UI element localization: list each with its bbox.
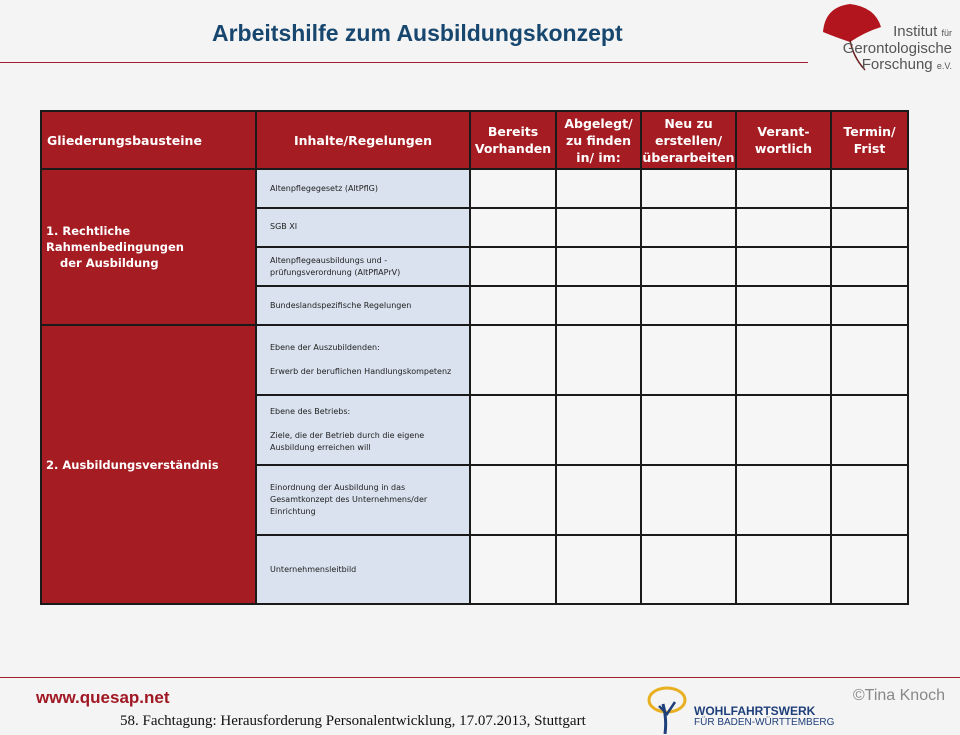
input-cell[interactable] [735, 394, 832, 466]
input-cell[interactable] [640, 246, 737, 287]
input-cell[interactable] [555, 207, 642, 248]
concept-table: Gliederungsbausteine Inhalte/Regelungen … [40, 110, 909, 605]
input-cell[interactable] [830, 534, 909, 605]
input-cell[interactable] [640, 324, 737, 396]
input-cell[interactable] [469, 324, 557, 396]
input-cell[interactable] [469, 246, 557, 287]
content-line: Erwerb der beruflichen Handlungskompeten… [270, 367, 452, 376]
logo-text-gerontologische: Gerontologische [842, 40, 952, 57]
content-cell: SGB XI [255, 207, 471, 248]
input-cell[interactable] [735, 534, 832, 605]
logo-text-institut: Institut [893, 23, 938, 40]
table-row: SGB XI [41, 207, 909, 248]
content-cell: Bundeslandspezifische Regelungen [255, 285, 471, 326]
input-cell[interactable] [830, 246, 909, 287]
input-cell[interactable] [469, 534, 557, 605]
input-cell[interactable] [735, 246, 832, 287]
column-header: Verant-wortlich [735, 110, 832, 170]
input-cell[interactable] [469, 168, 557, 209]
sponsor-line: WOHLFAHRTSWERK [694, 704, 816, 718]
input-cell[interactable] [469, 285, 557, 326]
input-cell[interactable] [469, 207, 557, 248]
input-cell[interactable] [555, 394, 642, 466]
input-cell[interactable] [830, 464, 909, 536]
title-divider [0, 62, 808, 63]
section-label: 1. Rechtliche Rahmenbedingungen der Ausb… [40, 168, 257, 326]
column-header: Termin/ Frist [830, 110, 909, 170]
table-row: Altenpflegeausbildungs und - prüfungsver… [41, 246, 909, 287]
input-cell[interactable] [555, 285, 642, 326]
input-cell[interactable] [830, 168, 909, 209]
content-cell: Einordnung der Ausbildung in das Gesamtk… [255, 464, 471, 536]
input-cell[interactable] [469, 464, 557, 536]
logo-text-ev: e.V. [936, 61, 952, 71]
logo-text-forschung: Forschung [861, 56, 933, 73]
input-cell[interactable] [640, 285, 737, 326]
wohlfahrtswerk-logo-icon [647, 686, 687, 734]
table-row: 1. Rechtliche Rahmenbedingungen der Ausb… [40, 168, 909, 326]
content-line: prüfungsverordnung (AltPflAPrV) [270, 267, 401, 277]
input-cell[interactable] [555, 464, 642, 536]
table-row: Einordnung der Ausbildung in das Gesamtk… [41, 464, 909, 536]
table-row: Bundeslandspezifische Regelungen [41, 285, 909, 326]
input-cell[interactable] [469, 394, 557, 466]
input-cell[interactable] [555, 324, 642, 396]
column-header: Neu zu erstellen/ überarbeiten [640, 110, 737, 170]
column-header: Inhalte/Regelungen [255, 110, 471, 170]
content-line: Altenpflegeausbildungs und - [270, 255, 388, 265]
column-header: Gliederungsbausteine [40, 110, 257, 170]
content-cell: Ebene des Betriebs: Ziele, die der Betri… [255, 394, 471, 466]
footer-divider [0, 677, 960, 678]
input-cell[interactable] [735, 285, 832, 326]
sponsor-name: WOHLFAHRTSWERK FÜR BADEN-WÜRTTEMBERG [694, 705, 834, 729]
content-line: Ebene der Auszubildenden: [270, 343, 380, 352]
input-cell[interactable] [735, 168, 832, 209]
sponsor-line: FÜR BADEN-WÜRTTEMBERG [694, 717, 835, 728]
institute-logo: Institut für Gerontologische Forschung e… [815, 2, 960, 73]
table-row: 2. Ausbildungsverständnis Ebene der Ausz… [40, 324, 909, 605]
input-cell[interactable] [735, 207, 832, 248]
content-cell: Ebene der Auszubildenden: Erwerb der ber… [255, 324, 471, 396]
header-row: Gliederungsbausteine Inhalte/Regelungen … [40, 110, 909, 170]
input-cell[interactable] [555, 534, 642, 605]
input-cell[interactable] [830, 324, 909, 396]
content-cell: Altenpflegeausbildungs und - prüfungsver… [255, 246, 471, 287]
content-line: Gesamtkonzept des Unternehmens/der [270, 495, 428, 504]
input-cell[interactable] [640, 534, 737, 605]
input-cell[interactable] [735, 324, 832, 396]
content-line: Einordnung der Ausbildung in das [270, 483, 406, 492]
input-cell[interactable] [640, 464, 737, 536]
input-cell[interactable] [640, 394, 737, 466]
input-cell[interactable] [830, 394, 909, 466]
content-cell: Altenpflegegesetz (AltPflG) [255, 168, 471, 209]
content-cell: Unternehmensleitbild [255, 534, 471, 605]
section-label-line: 1. Rechtliche Rahmenbedingungen [46, 224, 184, 254]
input-cell[interactable] [830, 285, 909, 326]
logo-text-fuer: für [941, 28, 952, 38]
event-info: 58. Fachtagung: Herausforderung Personal… [120, 713, 586, 729]
website-link[interactable]: www.quesap.net [36, 688, 170, 707]
input-cell[interactable] [640, 168, 737, 209]
column-header: Abgelegt/ zu finden in/ im: [555, 110, 642, 170]
input-cell[interactable] [640, 207, 737, 248]
ginkgo-leaf-icon [823, 4, 881, 71]
page-title: Arbeitshilfe zum Ausbildungskonzept [212, 20, 623, 46]
table-row: Unternehmensleitbild [41, 534, 909, 605]
copyright: ©Tina Knoch [852, 687, 945, 704]
content-line: Ebene des Betriebs: [270, 407, 351, 416]
input-cell[interactable] [555, 168, 642, 209]
table-row: Ebene des Betriebs: Ziele, die der Betri… [41, 394, 909, 466]
input-cell[interactable] [830, 207, 909, 248]
column-header: Bereits Vorhanden [469, 110, 557, 170]
input-cell[interactable] [735, 464, 832, 536]
section-label: 2. Ausbildungsverständnis [40, 324, 257, 605]
content-line: Ziele, die der Betrieb durch die eigene [270, 431, 425, 440]
content-line: Einrichtung [270, 507, 316, 516]
section-label-line: der Ausbildung [60, 256, 159, 270]
content-line: Ausbildung erreichen will [270, 443, 371, 452]
input-cell[interactable] [555, 246, 642, 287]
